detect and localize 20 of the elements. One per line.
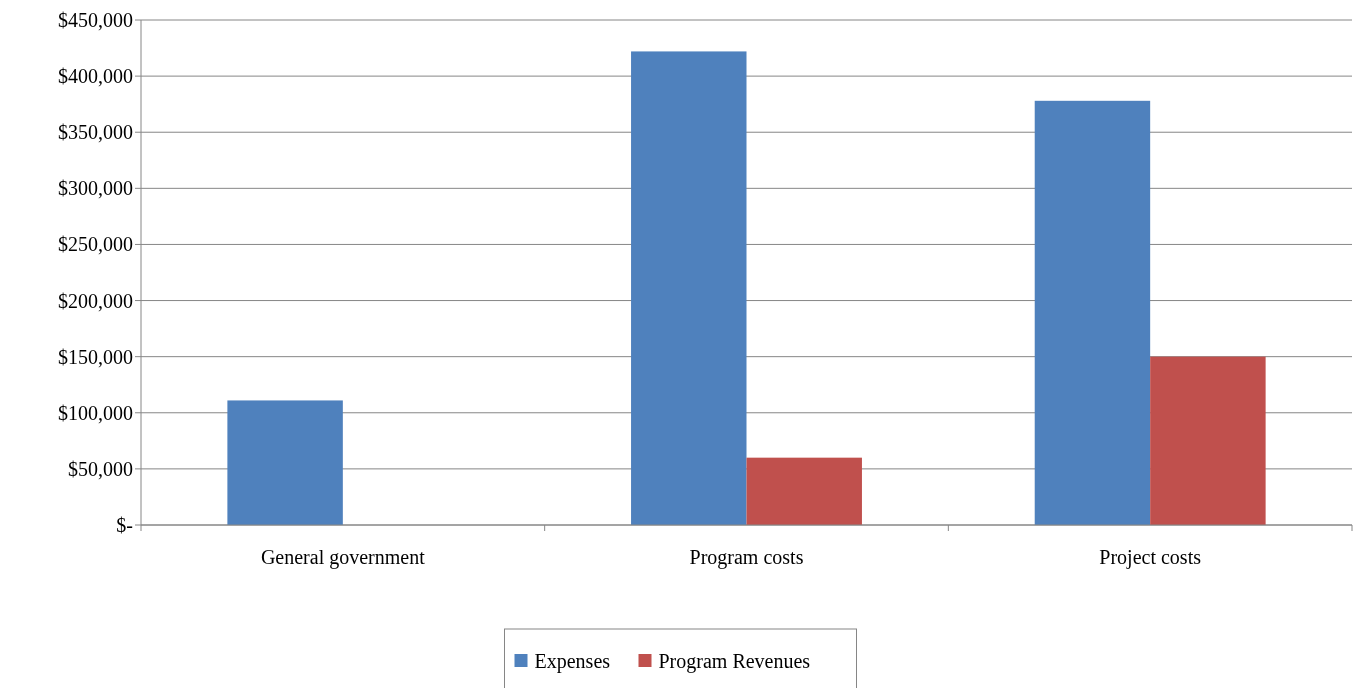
x-tick-label: Project costs <box>1099 546 1202 569</box>
y-tick-label: $400,000 <box>58 65 133 88</box>
x-tick-label: Program costs <box>689 546 804 569</box>
bar <box>1150 356 1266 525</box>
legend-label: Program Revenues <box>658 650 811 673</box>
y-tick-label: $250,000 <box>58 233 133 256</box>
y-tick-label: $300,000 <box>58 177 133 200</box>
y-tick-label: $- <box>116 514 133 536</box>
bar <box>227 400 343 525</box>
legend-label: Expenses <box>534 650 611 673</box>
y-tick-label: $200,000 <box>58 289 133 312</box>
y-tick-label: $350,000 <box>58 121 133 144</box>
bar <box>1034 100 1151 525</box>
y-tick-label: $150,000 <box>58 345 133 368</box>
y-tick-label: $50,000 <box>68 457 133 480</box>
bar <box>631 51 747 525</box>
y-tick-label: $450,000 <box>58 9 133 31</box>
bar <box>746 457 862 525</box>
x-tick-label: General government <box>260 546 426 569</box>
y-tick-label: $100,000 <box>58 401 133 424</box>
